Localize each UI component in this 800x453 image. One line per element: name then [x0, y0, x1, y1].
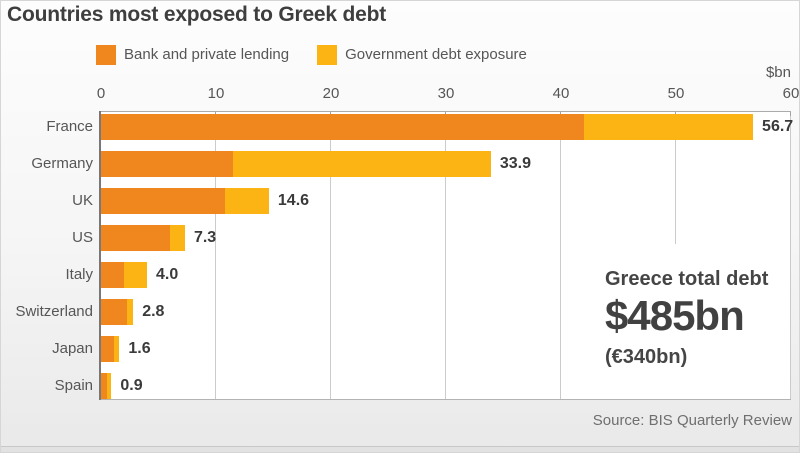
- country-label: Italy: [65, 266, 93, 283]
- tick-label: 10: [207, 85, 225, 102]
- bar-government-segment: [127, 299, 134, 325]
- legend-label-bank: Bank and private lending: [124, 46, 290, 63]
- axis-unit-label: $bn: [765, 64, 791, 81]
- country-label: France: [46, 118, 93, 135]
- tick-label: 0: [96, 85, 106, 102]
- bar-bank-segment: [101, 151, 234, 177]
- bar-bank-segment: [101, 114, 584, 140]
- value-label: 56.7: [762, 118, 794, 135]
- chart-row: UK 14.6: [72, 188, 309, 214]
- legend-item-bank: Bank and private lending: [96, 45, 289, 65]
- chart-row: Germany 33.9: [31, 151, 531, 177]
- page-title: Countries most exposed to Greek debt: [7, 3, 387, 26]
- bar-government-segment: [106, 373, 112, 399]
- value-label: 1.6: [128, 340, 151, 357]
- country-label: US: [72, 229, 93, 246]
- gridline: [790, 112, 791, 399]
- tick-label: 30: [437, 85, 455, 102]
- chart-row: Japan 1.6: [52, 336, 151, 362]
- tick-mark: [790, 112, 791, 116]
- bank-lending-swatch-icon: [96, 45, 116, 65]
- y-axis-line: [99, 111, 101, 400]
- chart-row: US 7.3: [72, 225, 216, 251]
- gridline: [445, 112, 446, 399]
- bar-bank-segment: [101, 336, 114, 362]
- bar-bank-segment: [101, 262, 124, 288]
- government-debt-swatch-icon: [317, 45, 338, 65]
- legend: Bank and private lending Government debt…: [96, 45, 555, 65]
- gridline: [675, 112, 676, 244]
- chart-row: Spain 0.9: [55, 373, 143, 399]
- value-label: 14.6: [277, 192, 310, 209]
- chart-row: France 56.7: [46, 114, 793, 140]
- bar-government-segment: [113, 336, 120, 362]
- tick-label: 20: [322, 85, 340, 102]
- gridline: [560, 112, 561, 399]
- country-label: UK: [72, 192, 93, 209]
- bar-bank-segment: [101, 188, 226, 214]
- gridline: [330, 112, 331, 399]
- legend-item-government: Government debt exposure: [317, 45, 527, 65]
- bar-bank-segment: [101, 225, 170, 251]
- bar-bank-segment: [101, 373, 107, 399]
- bar-government-segment: [584, 114, 754, 140]
- chart-row: Italy 4.0: [65, 262, 178, 288]
- bar-government-segment: [170, 225, 185, 251]
- tick-label: 60: [782, 85, 800, 102]
- tick-label: 50: [667, 85, 685, 102]
- axis-tick-labels: 0 10 20 30 40 50 60: [97, 85, 799, 105]
- bottom-edge: [1, 446, 799, 452]
- annotation-sub: (€340bn): [605, 346, 688, 368]
- tick-label: 40: [552, 85, 570, 102]
- bar-government-segment: [233, 151, 491, 177]
- bar-government-segment: [225, 188, 269, 214]
- gridline: [215, 112, 216, 399]
- plot-area: France 56.7 Germany 33.9 UK 14.6 US 7.3 Italy 4.0…: [15, 111, 793, 400]
- country-label: Switzerland: [15, 303, 93, 320]
- annotation-heading: Greece total debt: [605, 268, 769, 290]
- legend-label-government: Government debt exposure: [345, 46, 527, 63]
- chart-row: Switzerland 2.8: [15, 299, 164, 325]
- value-label: 33.9: [499, 155, 531, 172]
- country-label: Germany: [31, 155, 93, 172]
- bar-government-segment: [124, 262, 147, 288]
- value-label: 4.0: [156, 266, 179, 283]
- annotation-greece-total: Greece total debt $485bn (€340bn): [605, 267, 775, 369]
- country-label: Spain: [54, 377, 93, 394]
- value-label: 2.8: [142, 303, 165, 320]
- annotation-value: $485bn: [605, 292, 745, 339]
- country-label: Japan: [52, 340, 93, 357]
- source-text: Source: BIS Quarterly Review: [592, 412, 792, 429]
- value-label: 0.9: [120, 377, 143, 394]
- value-label: 7.3: [193, 229, 217, 246]
- bar-bank-segment: [101, 299, 128, 325]
